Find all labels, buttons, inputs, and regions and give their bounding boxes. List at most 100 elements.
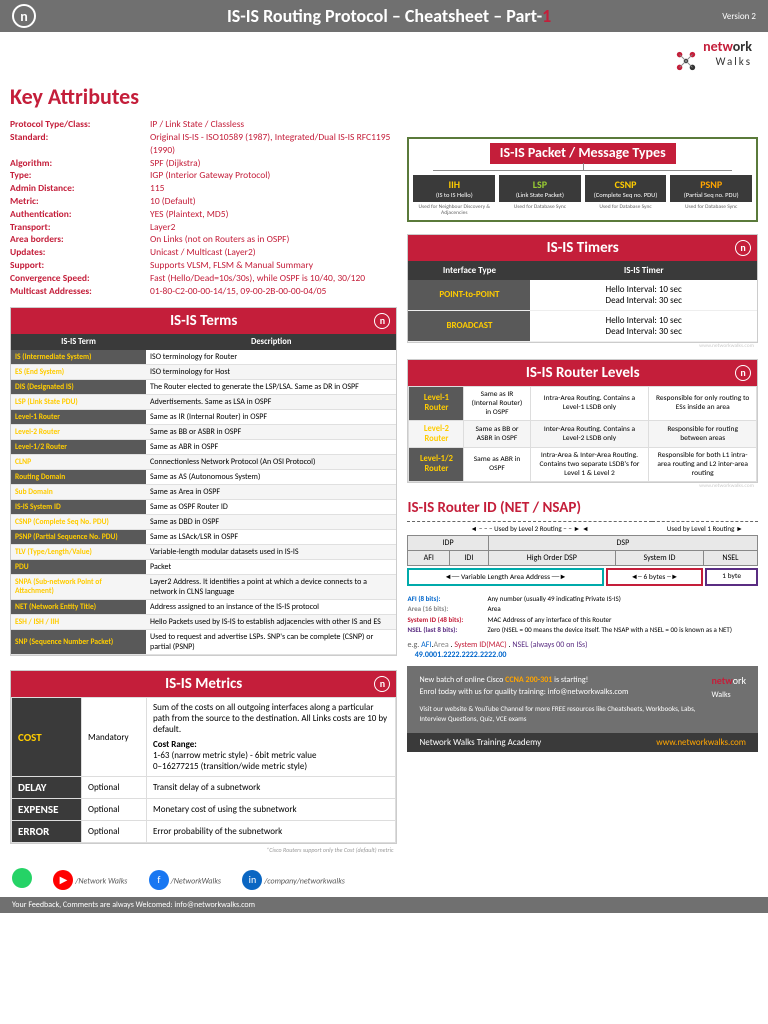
table-row: Level-1 RouterSame as IR (Internal Route… (11, 410, 396, 425)
attr-value: Layer2 (150, 221, 397, 234)
watermark: www.networkwalks.com (407, 343, 758, 349)
table-row: IS-IS System IDSame as OSPF Router ID (11, 500, 396, 515)
circle-n-icon: n (735, 240, 751, 256)
version-label: Version 2 (722, 11, 756, 22)
social-icon: in (242, 870, 262, 890)
col-header: Description (146, 334, 396, 350)
attr-label: Metric: (10, 195, 150, 208)
packet-type: IIH(IS to IS Hello) (413, 175, 495, 202)
attr-label: Type: (10, 169, 150, 182)
table-row: EXPENSEOptionalMonetary cost of using th… (12, 799, 396, 821)
levels-table: Level-1 RouterSame as IR (Internal Route… (408, 386, 757, 482)
social-link[interactable]: ▶ /Network Walks (53, 870, 127, 890)
circle-n-icon: n (374, 676, 390, 692)
attr-label: Protocol Type/Class: (10, 118, 150, 131)
attr-label: Area borders: (10, 233, 150, 246)
attr-label: Algorithm: (10, 157, 150, 170)
nsap-field: Area (16 bits):Area (407, 604, 758, 615)
social-link[interactable]: f /NetworkWalks (149, 870, 221, 890)
social-link[interactable] (12, 868, 32, 891)
attr-value: Fast (Hello/Dead=10s/30s), while OSPF is… (150, 272, 397, 285)
table-row: TLV (Type/Length/Value)Variable-length m… (11, 545, 396, 560)
table-row: DIS (Designated IS)The Router elected to… (11, 380, 396, 395)
header-logo: n (12, 4, 36, 28)
table-row: DELAYOptionalTransit delay of a subnetwo… (12, 777, 396, 799)
table-row: Level-2 RouterSame as BB or ASBR in OSPF… (409, 420, 757, 447)
table-row: CLNPConnectionless Network Protocol (An … (11, 455, 396, 470)
table-row: SNP (Sequence Number Packet)Used to requ… (11, 630, 396, 655)
social-icon (12, 868, 32, 888)
timers-header: IS-IS Timersn (408, 235, 757, 261)
table-row: PDUPacket (11, 560, 396, 575)
nsap-diagram: ◄ – – – Used by Level 2 Routing – – ► ◄U… (407, 521, 758, 660)
table-row: ERROROptionalError probability of the su… (12, 821, 396, 843)
table-row: Sub DomainSame as Area in OSPF (11, 485, 396, 500)
metrics-table: COSTMandatorySum of the costs on all out… (11, 697, 396, 843)
social-icon: ▶ (53, 870, 73, 890)
page-header: n IS-IS Routing Protocol – Cheatsheet – … (0, 0, 768, 32)
terms-header: IS-IS Termsn (11, 308, 396, 334)
attr-value: Original IS-IS - ISO10589 (1987), Integr… (150, 131, 397, 157)
packet-types-box: IS-IS Packet / Message Types IIH(IS to I… (407, 137, 758, 222)
attr-label: Multicast Addresses: (10, 285, 150, 298)
routerid-title: IS-IS Router ID (NET / NSAP) (407, 499, 758, 517)
table-row: CSNP (Complete Seq No. PDU)Same as DBD i… (11, 515, 396, 530)
metrics-header: IS-IS Metricsn (11, 671, 396, 697)
table-row: BROADCASTHello Interval: 10 secDead Inte… (408, 310, 757, 341)
packet-types-title: IS-IS Packet / Message Types (490, 143, 676, 164)
table-row: Routing DomainSame as AS (Autonomous Sys… (11, 470, 396, 485)
table-row: NET (Network Entity Title)Address assign… (11, 600, 396, 615)
attr-label: Standard: (10, 131, 150, 157)
attr-value: SPF (Dijkstra) (150, 157, 397, 170)
table-row: Level-1/2 RouterSame as ABR in OSPF (11, 440, 396, 455)
attr-value: IP / Link State / Classless (150, 118, 397, 131)
table-row: LSP (Link State PDU)Advertisements. Same… (11, 395, 396, 410)
packet-type: CSNP(Complete Seq no. PDU) (585, 175, 667, 202)
col-header: IS-IS Term (11, 334, 146, 350)
table-row: ESH / ISH / IIHHello Packets used by IS-… (11, 615, 396, 630)
attr-label: Admin Distance: (10, 182, 150, 195)
table-row: IS (Intermediate System)ISO terminology … (11, 350, 396, 365)
circle-n-icon: n (735, 365, 751, 381)
brand-logo: networkWalks (0, 32, 768, 77)
table-row: POINT-to-POINTHello Interval: 10 secDead… (408, 280, 757, 311)
table-row: Level-2 RouterSame as BB or ASBR in OSPF (11, 425, 396, 440)
footer-bar: Network Walks Training Academywww.networ… (407, 733, 758, 752)
metrics-note: *Cisco Routers support only the Cost (de… (10, 844, 397, 856)
attr-label: Updates: (10, 246, 150, 259)
table-row: PSNP (Partial Sequence No. PDU)Same as L… (11, 530, 396, 545)
circle-n-icon: n (374, 313, 390, 329)
terms-table: IS-IS TermDescriptionIS (Intermediate Sy… (11, 334, 396, 655)
attr-value: Unicast / Multicast (Layer2) (150, 246, 397, 259)
attr-label: Authentication: (10, 208, 150, 221)
attr-value: On Links (not on Routers as in OSPF) (150, 233, 397, 246)
attr-value: IGP (Interior Gateway Protocol) (150, 169, 397, 182)
social-row: ▶ /Network Walks f /NetworkWalks in /com… (0, 862, 768, 897)
packet-desc: Used for Database Sync (499, 204, 581, 216)
feedback-bar: Your Feedback, Comments are always Welco… (0, 897, 768, 913)
nsap-field: NSEL (last 8 bits):Zero (NSEL = 00 means… (407, 625, 758, 636)
attr-label: Support: (10, 259, 150, 272)
packet-type: LSP(Link State Packet) (499, 175, 581, 202)
attr-value: 01-80-C2-00-00-14/15, 09-00-2B-00-00-04/… (150, 285, 397, 298)
levels-header: IS-IS Router Levelsn (408, 360, 757, 386)
page-title: IS-IS Routing Protocol – Cheatsheet – Pa… (56, 5, 722, 27)
levels-block: IS-IS Router Levelsn Level-1 RouterSame … (407, 359, 758, 483)
attr-value: 115 (150, 182, 397, 195)
promo-banner: New batch of online Cisco CCNA 200-301 i… (407, 666, 758, 733)
table-row: Level-1 RouterSame as IR (Internal Route… (409, 386, 757, 420)
social-link[interactable]: in /company/networkwalks (242, 870, 344, 890)
table-row: Level-1/2 RouterSame as ABR in OSPFIntra… (409, 447, 757, 481)
terms-block: IS-IS Termsn IS-IS TermDescriptionIS (In… (10, 307, 397, 656)
table-row: ES (End System)ISO terminology for Host (11, 365, 396, 380)
table-row: SNPA (Sub-network Point of Attachment)La… (11, 575, 396, 600)
timers-table: Interface TypeIS-IS TimerPOINT-to-POINTH… (408, 261, 757, 342)
packet-desc: Used for Database Sync (585, 204, 667, 216)
watermark: www.networkwalks.com (407, 483, 758, 489)
packet-desc: Used for Database Sync (670, 204, 752, 216)
brand-logo-small: networkWalks (711, 674, 746, 725)
attr-value: 10 (Default) (150, 195, 397, 208)
packet-desc: Used for Neighbour Discovery & Adjacenci… (413, 204, 495, 216)
network-nodes-icon (675, 50, 697, 75)
attributes-list: Protocol Type/Class:IP / Link State / Cl… (10, 118, 397, 297)
